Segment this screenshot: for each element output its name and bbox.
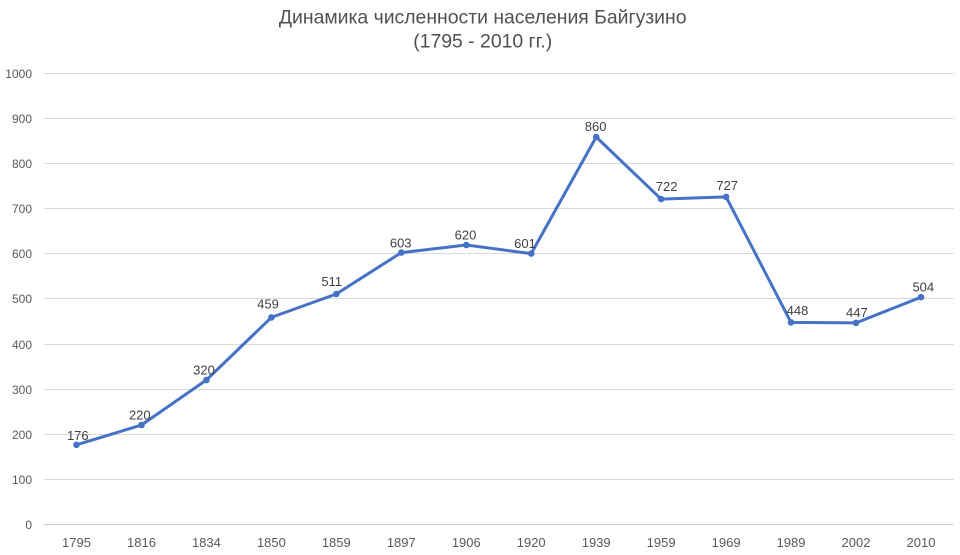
svg-text:900: 900 bbox=[12, 112, 32, 126]
svg-text:459: 459 bbox=[257, 296, 279, 311]
svg-text:300: 300 bbox=[12, 383, 32, 397]
svg-text:1959: 1959 bbox=[647, 535, 676, 550]
svg-text:601: 601 bbox=[514, 236, 536, 251]
svg-text:700: 700 bbox=[12, 202, 32, 216]
svg-text:860: 860 bbox=[585, 119, 607, 134]
svg-text:1906: 1906 bbox=[452, 535, 481, 550]
svg-text:1859: 1859 bbox=[322, 535, 351, 550]
svg-text:1850: 1850 bbox=[257, 535, 286, 550]
svg-text:400: 400 bbox=[12, 338, 32, 352]
svg-text:Динамика численности населения: Динамика численности населения Байгузино bbox=[279, 7, 687, 29]
svg-text:1816: 1816 bbox=[127, 535, 156, 550]
svg-text:722: 722 bbox=[656, 179, 678, 194]
svg-text:800: 800 bbox=[12, 157, 32, 171]
svg-text:176: 176 bbox=[67, 428, 89, 443]
svg-text:511: 511 bbox=[321, 274, 342, 289]
svg-text:448: 448 bbox=[787, 303, 809, 318]
svg-text:1939: 1939 bbox=[582, 535, 611, 550]
svg-text:200: 200 bbox=[12, 428, 32, 442]
svg-text:500: 500 bbox=[12, 292, 32, 306]
svg-text:727: 727 bbox=[716, 178, 738, 193]
svg-text:1969: 1969 bbox=[712, 535, 741, 550]
svg-text:(1795 - 2010 гг.): (1795 - 2010 гг.) bbox=[413, 31, 552, 53]
svg-text:1897: 1897 bbox=[387, 535, 416, 550]
svg-text:447: 447 bbox=[846, 305, 868, 320]
svg-text:504: 504 bbox=[912, 280, 934, 295]
svg-text:2002: 2002 bbox=[842, 535, 871, 550]
svg-text:2010: 2010 bbox=[907, 535, 936, 550]
svg-text:620: 620 bbox=[455, 228, 477, 243]
svg-text:1795: 1795 bbox=[62, 535, 91, 550]
svg-text:1000: 1000 bbox=[5, 67, 32, 81]
svg-text:320: 320 bbox=[193, 363, 215, 378]
svg-text:1920: 1920 bbox=[517, 535, 546, 550]
svg-text:1834: 1834 bbox=[192, 535, 221, 550]
svg-text:100: 100 bbox=[12, 473, 32, 487]
svg-text:1989: 1989 bbox=[777, 535, 806, 550]
svg-text:0: 0 bbox=[25, 518, 32, 532]
svg-text:220: 220 bbox=[129, 408, 151, 423]
svg-text:603: 603 bbox=[390, 235, 412, 250]
svg-text:600: 600 bbox=[12, 247, 32, 261]
